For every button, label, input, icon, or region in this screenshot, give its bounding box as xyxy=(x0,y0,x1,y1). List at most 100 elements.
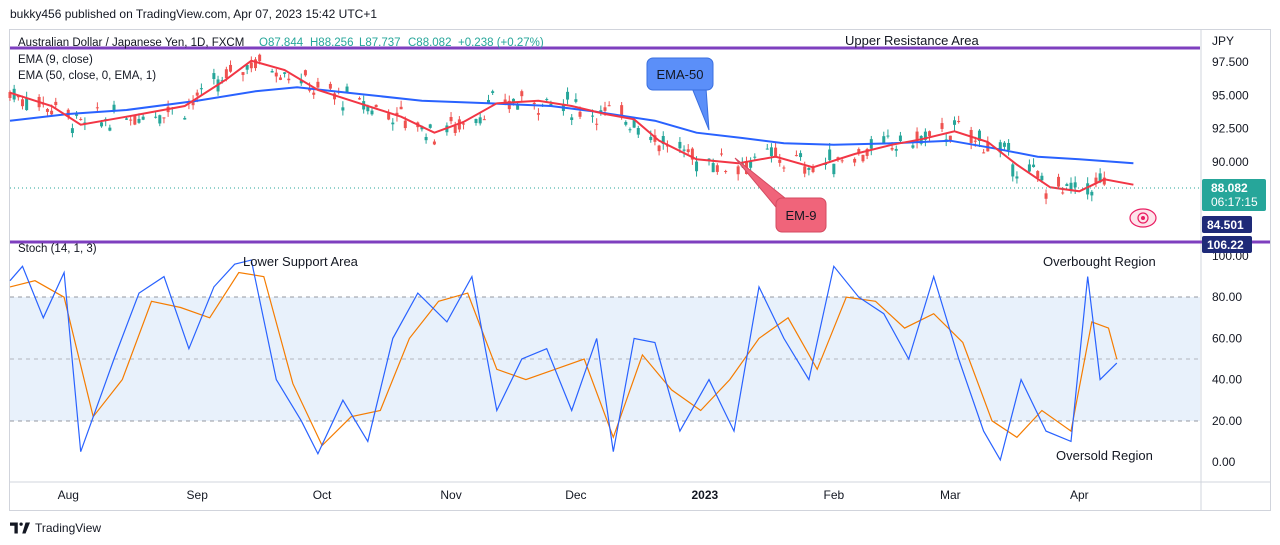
candle-body xyxy=(45,109,49,112)
candle-body xyxy=(220,80,224,82)
candle-body xyxy=(782,167,786,169)
candle-body xyxy=(649,136,653,141)
candle-body xyxy=(923,131,927,140)
candle-body xyxy=(536,113,540,115)
currency-label: JPY xyxy=(1212,34,1234,48)
candle-body xyxy=(312,92,316,95)
candle-body xyxy=(882,136,886,145)
candle-body xyxy=(449,116,453,122)
candle-body xyxy=(574,99,578,102)
candle-body xyxy=(1002,142,1006,147)
candle-body xyxy=(486,99,490,104)
time-tick-label: Aug xyxy=(58,488,79,502)
candle-body xyxy=(1057,176,1061,187)
publish-info: bukky456 published on TradingView.com, A… xyxy=(10,7,378,21)
candle-body xyxy=(432,141,436,145)
candle-body xyxy=(686,149,690,153)
current-price-badge: 88.082 06:17:15 xyxy=(1202,179,1266,211)
candle-body xyxy=(212,73,216,79)
candle-body xyxy=(224,69,228,79)
candle-body xyxy=(75,114,79,116)
candle-body xyxy=(982,152,986,154)
oversold-label: Oversold Region xyxy=(1056,448,1153,463)
price-tick-label: 92.500 xyxy=(1212,122,1249,136)
candle-body xyxy=(366,105,370,112)
candle-body xyxy=(774,147,778,158)
stoch-legend: Stoch (14, 1, 3) xyxy=(18,243,97,255)
candle-body xyxy=(865,149,869,156)
candle-body xyxy=(20,99,24,107)
candle-body xyxy=(682,149,686,151)
stoch-tick-label: 40.00 xyxy=(1212,373,1242,387)
candle-body xyxy=(137,118,141,123)
candle-body xyxy=(195,92,199,96)
candle-body xyxy=(108,127,112,131)
candle-body xyxy=(358,98,362,100)
time-tick-label: Dec xyxy=(565,488,586,502)
candle-body xyxy=(957,120,961,123)
candle-body xyxy=(95,107,99,109)
alert-marker-icon[interactable] xyxy=(1129,208,1157,228)
candle-body xyxy=(720,153,724,155)
tradingview-logo-icon xyxy=(10,522,30,534)
time-tick-label: Apr xyxy=(1070,488,1089,502)
candle-body xyxy=(977,130,981,141)
candle-body xyxy=(811,167,815,173)
candle-body xyxy=(199,88,203,90)
ohlc-close: C88.082 xyxy=(408,37,451,49)
candle-body xyxy=(799,153,803,158)
candle-body xyxy=(853,158,857,163)
candle-body xyxy=(374,104,378,108)
candle-body xyxy=(832,163,836,175)
candle-body xyxy=(769,147,773,157)
candle-body xyxy=(828,149,832,161)
candle-body xyxy=(595,123,599,125)
candle-body xyxy=(1102,177,1106,185)
candle-body xyxy=(1090,191,1094,196)
candle-body xyxy=(79,119,83,121)
stoch-tick-label: 80.00 xyxy=(1212,290,1242,304)
time-tick-label: 2023 xyxy=(692,488,719,502)
candle-body xyxy=(474,118,478,124)
candle-body xyxy=(715,165,719,172)
candle-body xyxy=(657,145,661,152)
ema9-callout[interactable]: EM-9 xyxy=(734,157,827,233)
current-price-value: 88.082 xyxy=(1211,181,1248,195)
ema50-callout[interactable]: EMA-50 xyxy=(646,57,714,131)
candle-body xyxy=(857,149,861,154)
candle-body xyxy=(724,171,728,173)
candle-body xyxy=(395,112,399,115)
candle-body xyxy=(478,117,482,124)
candle-body xyxy=(599,110,603,113)
candle-body xyxy=(803,166,807,174)
candle-body xyxy=(824,163,828,165)
countdown-timer: 06:17:15 xyxy=(1211,195,1258,209)
candle-body xyxy=(287,78,291,81)
candle-body xyxy=(303,70,307,76)
ohlc-open: O87.844 xyxy=(259,37,304,49)
candle-body xyxy=(274,72,278,77)
candle-body xyxy=(424,136,428,141)
candle-body xyxy=(765,148,769,150)
candle-body xyxy=(632,119,636,128)
candle-body xyxy=(25,98,29,111)
stoch-level-value: 106.22 xyxy=(1207,238,1244,252)
candle-body xyxy=(678,141,682,149)
candle-body xyxy=(403,120,407,129)
ema9-callout-text: EM-9 xyxy=(785,208,816,223)
candle-body xyxy=(125,118,129,120)
candle-body xyxy=(341,107,345,111)
ohlc-change: +0.238 (+0.27%) xyxy=(458,37,544,49)
candle-body xyxy=(840,160,844,162)
candle-body xyxy=(100,122,104,127)
candle-body xyxy=(570,117,574,120)
candle-body xyxy=(1069,182,1073,190)
time-axis-ticks: Aug Sep Oct Nov Dec 2023 Feb Mar Apr xyxy=(58,488,1089,502)
candle-body xyxy=(462,123,466,125)
candle-body xyxy=(690,148,694,160)
upper-resistance-label: Upper Resistance Area xyxy=(845,33,979,48)
candle-body xyxy=(624,121,628,125)
candle-body xyxy=(428,124,432,128)
